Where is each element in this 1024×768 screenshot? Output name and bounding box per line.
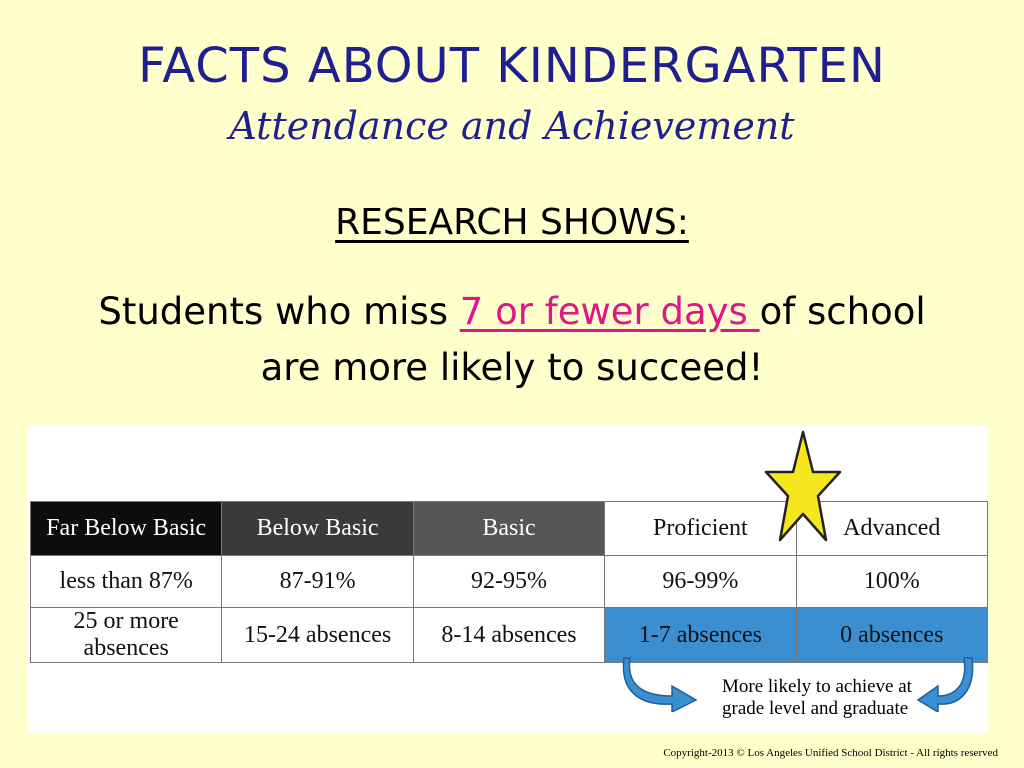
absences-cell: 25 or more absences [29, 607, 223, 663]
header-below-basic: Below Basic [221, 501, 414, 556]
attendance-cell: 92-95% [412, 555, 606, 608]
header-advanced: Advanced [795, 501, 989, 556]
statement: Students who miss 7 or fewer days of sch… [40, 284, 984, 396]
research-heading: RESEARCH SHOWS: [335, 202, 689, 243]
note-line1: More likely to achieve at [722, 676, 912, 697]
attendance-table: Far Below Basic Below Basic Basic Profic… [29, 501, 989, 663]
attendance-cell: 96-99% [604, 555, 797, 608]
header-far-below-basic: Far Below Basic [29, 501, 223, 556]
statement-post: of school [759, 290, 926, 333]
table-row: 25 or more absences 15-24 absences 8-14 … [29, 607, 989, 663]
statement-highlight: 7 or fewer days [459, 290, 760, 333]
header-proficient: Proficient [604, 501, 797, 556]
absences-cell: 1-7 absences [604, 607, 797, 663]
curved-arrow-right-icon [622, 657, 698, 712]
note-text: More likely to achieve at grade level an… [722, 676, 922, 720]
research-heading-container: RESEARCH SHOWS: [0, 202, 1024, 243]
note-line2: grade level and graduate [722, 698, 909, 719]
attendance-cell: 87-91% [221, 555, 414, 608]
absences-cell: 8-14 absences [412, 607, 606, 663]
attendance-cell: 100% [795, 555, 989, 608]
attendance-cell: less than 87% [29, 555, 223, 608]
copyright-text: Copyright-2013 © Los Angeles Unified Sch… [663, 747, 998, 759]
star-icon [764, 430, 842, 542]
absences-cell: 0 absences [795, 607, 989, 663]
absences-cell: 15-24 absences [221, 607, 414, 663]
slide-title: FACTS ABOUT KINDERGARTEN [138, 38, 886, 94]
table-row: less than 87% 87-91% 92-95% 96-99% 100% [29, 555, 989, 608]
table-header-row: Far Below Basic Below Basic Basic Profic… [29, 501, 989, 556]
curved-arrow-left-icon [916, 657, 974, 712]
statement-line2: are more likely to succeed! [260, 346, 764, 389]
slide-subtitle: Attendance and Achievement [229, 104, 795, 148]
statement-pre: Students who miss [98, 290, 460, 333]
header-basic: Basic [412, 501, 606, 556]
